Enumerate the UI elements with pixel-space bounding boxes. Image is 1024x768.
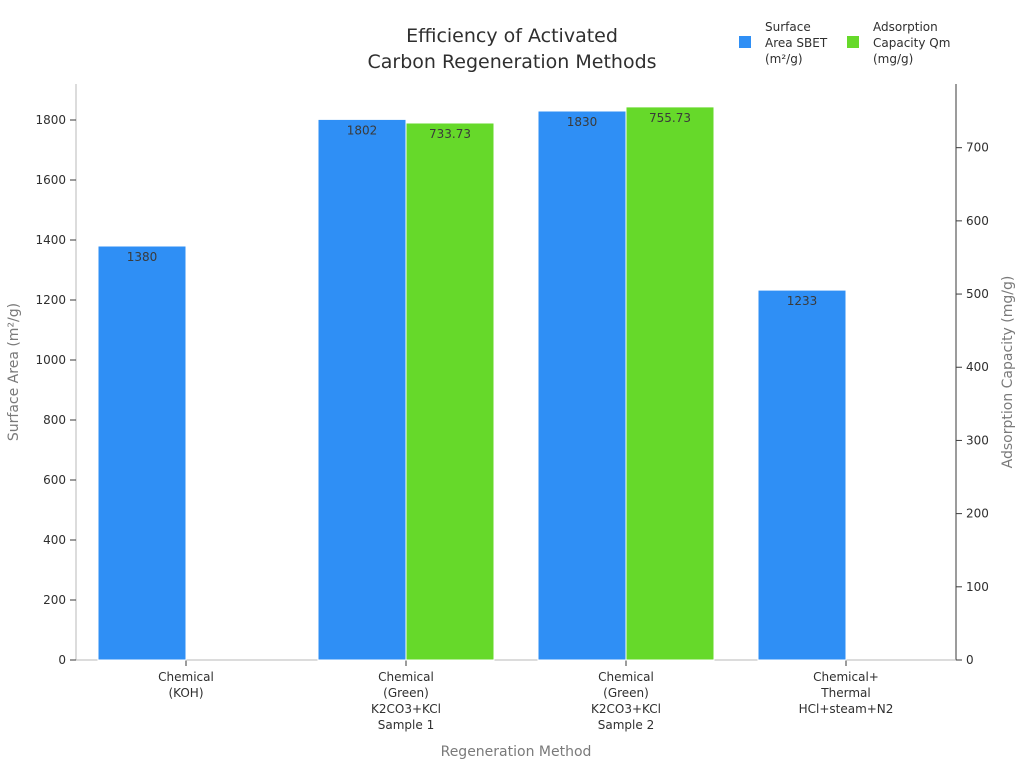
legend-label: (mg/g) — [873, 52, 913, 66]
legend-label: Capacity Qm — [873, 36, 950, 50]
y-right-tick-label: 600 — [966, 214, 989, 228]
x-tick-label: Sample 1 — [378, 718, 434, 732]
x-tick-label: Sample 2 — [598, 718, 654, 732]
bar-value-label: 1802 — [347, 123, 378, 137]
surface-area-bar — [757, 289, 847, 661]
y-right-tick-label: 200 — [966, 507, 989, 521]
x-tick-label: (Green) — [603, 686, 649, 700]
legend-label: Adsorption — [873, 20, 938, 34]
bar-value-label: 1380 — [127, 250, 158, 264]
y-left-tick-label: 200 — [43, 593, 66, 607]
y-left-tick-label: 0 — [58, 653, 66, 667]
y-axis-right-title: Adsorption Capacity (mg/g) — [1000, 276, 1016, 469]
x-tick-label: Chemical — [158, 670, 214, 684]
y-right-tick-label: 400 — [966, 360, 989, 374]
y-right-tick-label: 300 — [966, 433, 989, 447]
x-tick-label: K2CO3+KCl — [591, 702, 661, 716]
adsorption-capacity-bar — [405, 122, 495, 661]
legend-swatch-adsorption-capacity — [847, 36, 859, 48]
y-axis-left-title: Surface Area (m²/g) — [6, 303, 22, 441]
x-tick-label: K2CO3+KCl — [371, 702, 441, 716]
bar-value-label: 1830 — [567, 115, 598, 129]
surface-area-bar — [97, 245, 187, 661]
chart-axes: 0 200 400 600 800 1000 1200 1400 1600 1800 0 100 200… — [35, 84, 989, 732]
y-right-tick-label: 500 — [966, 287, 989, 301]
y-left-tick-label: 600 — [43, 473, 66, 487]
chart-title-line-1: Efficiency of Activated — [406, 25, 618, 47]
x-tick-label: Chemical+ — [813, 670, 879, 684]
bar-value-label: 755.73 — [649, 111, 691, 125]
surface-area-bar — [537, 110, 627, 661]
x-tick-label: HCl+steam+N2 — [799, 702, 894, 716]
chart-title-line-2: Carbon Regeneration Methods — [367, 51, 656, 73]
x-tick-label: (KOH) — [168, 686, 203, 700]
chart-legend: Surface Area SBET (m²/g) Adsorption Capacity… — [739, 20, 950, 66]
x-tick-label: Chemical — [598, 670, 654, 684]
y-left-tick-label: 800 — [43, 413, 66, 427]
chart-bar-labels: 1380 1802 733.73 1830 755.73 1233 — [127, 111, 818, 308]
legend-label: Surface — [765, 20, 811, 34]
y-left-tick-label: 1400 — [35, 233, 66, 247]
legend-swatch-surface-area — [739, 36, 751, 48]
x-tick-label: (Green) — [383, 686, 429, 700]
y-left-tick-label: 1600 — [35, 173, 66, 187]
x-axis-title: Regeneration Method — [441, 744, 592, 760]
x-tick-label: Chemical — [378, 670, 434, 684]
x-tick-label: Thermal — [820, 686, 870, 700]
y-right-tick-label: 100 — [966, 580, 989, 594]
y-left-tick-label: 1800 — [35, 113, 66, 127]
y-right-tick-label: 700 — [966, 141, 989, 155]
adsorption-capacity-bar — [625, 106, 715, 661]
y-left-tick-label: 400 — [43, 533, 66, 547]
surface-area-bar — [317, 118, 407, 661]
legend-label: (m²/g) — [765, 52, 803, 66]
bar-value-label: 733.73 — [429, 127, 471, 141]
bar-value-label: 1233 — [787, 294, 818, 308]
y-left-tick-label: 1000 — [35, 353, 66, 367]
y-left-tick-label: 1200 — [35, 293, 66, 307]
chart-bars — [97, 106, 847, 661]
y-right-tick-label: 0 — [966, 653, 974, 667]
legend-label: Area SBET — [765, 36, 828, 50]
